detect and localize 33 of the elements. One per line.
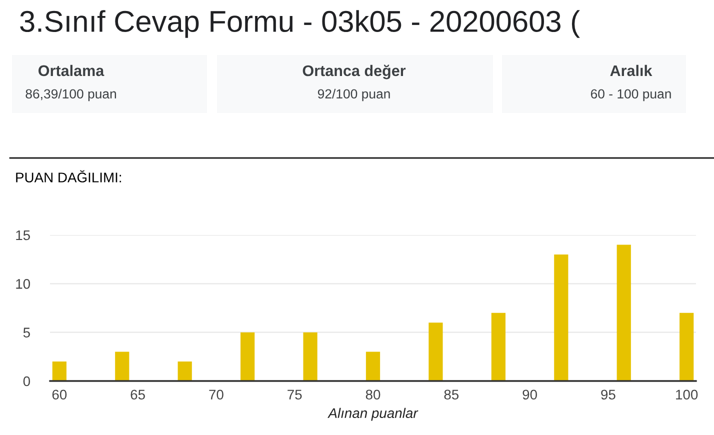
bar bbox=[491, 312, 506, 381]
text: 60 - 100 puan bbox=[590, 89, 671, 102]
bar bbox=[240, 332, 255, 381]
text: Ortalama bbox=[38, 64, 104, 76]
text: 86,39/100 puan bbox=[26, 88, 116, 102]
bar bbox=[554, 254, 568, 381]
x-tick-label: 90 bbox=[522, 390, 537, 400]
y-tick-label: 10 bbox=[16, 279, 30, 289]
bar bbox=[428, 322, 443, 381]
x-tick-label: 70 bbox=[209, 390, 224, 400]
bar bbox=[616, 244, 631, 381]
text: Aralık bbox=[610, 64, 652, 76]
x-tick-label: 60 bbox=[52, 390, 67, 400]
y-tick-label: 0 bbox=[23, 376, 30, 386]
bar bbox=[303, 332, 318, 381]
bar bbox=[366, 352, 380, 381]
x-tick-label: 80 bbox=[366, 390, 380, 400]
bar bbox=[178, 362, 192, 381]
bar bbox=[680, 312, 694, 381]
text: 3.Sınıf Cevap Formu - 03k05 - 20200603 ( bbox=[20, 10, 580, 38]
y-tick-label: 5 bbox=[23, 328, 30, 338]
bar bbox=[52, 362, 66, 381]
text: 92/100 puan bbox=[318, 88, 390, 102]
text: Ortanca değer bbox=[302, 64, 406, 80]
x-axis-title: Alınan puanlar bbox=[328, 408, 418, 421]
y-tick-label: 15 bbox=[16, 230, 30, 240]
x-tick-label: 75 bbox=[288, 390, 302, 400]
x-tick-label: 65 bbox=[130, 390, 145, 400]
bar bbox=[115, 352, 130, 381]
x-tick-label: 95 bbox=[601, 390, 616, 400]
x-tick-label: 85 bbox=[444, 390, 459, 400]
chart-title: PUAN DAĞILIMI: bbox=[16, 170, 122, 182]
x-tick-label: 100 bbox=[676, 390, 698, 400]
